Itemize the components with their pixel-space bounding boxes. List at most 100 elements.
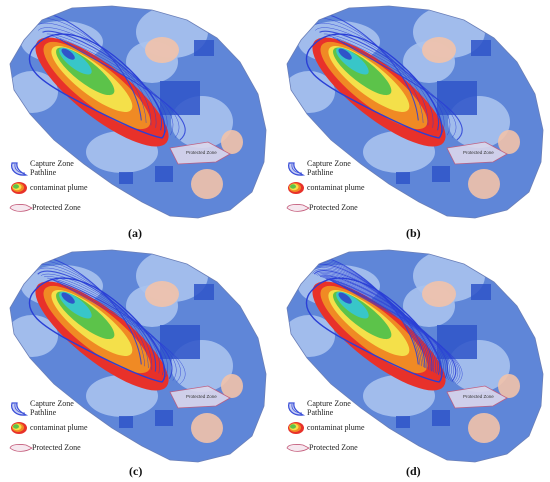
pathline [315, 271, 434, 373]
groundwater-map: Protected Zone [286, 5, 544, 219]
dark-block [396, 416, 410, 428]
plume-icon [11, 182, 27, 194]
pathline [317, 273, 436, 374]
dark-block [432, 166, 450, 182]
pathline [326, 278, 448, 379]
pathline [332, 280, 456, 382]
capture-zone-icon [288, 402, 306, 416]
pathline [332, 37, 456, 138]
protected-zone-label: Protected Zone [309, 443, 358, 452]
contaminant-plume [35, 37, 169, 147]
capture-zone-icon [11, 402, 29, 416]
protected-zone-area [446, 385, 508, 409]
peach-patch [468, 413, 500, 443]
protected-zone-icon [9, 444, 33, 452]
dark-block [160, 325, 200, 359]
protected-zone-icon [9, 204, 33, 212]
plume-core [338, 48, 352, 60]
protected-zone-map-label: Protected Zone [186, 150, 217, 155]
dark-block [160, 81, 200, 115]
protected-zone-area [169, 385, 231, 409]
pathline-label: Pathline [307, 168, 334, 177]
panel-caption: (a) [128, 226, 142, 240]
capture-zone-icon [11, 162, 29, 176]
capture-zone-label: Capture Zone [307, 399, 351, 408]
protected-zone-label: Protected Zone [32, 443, 81, 452]
pathline-label: Pathline [30, 168, 57, 177]
pathline [59, 282, 186, 385]
pathline [313, 270, 433, 372]
map-panel-d: Protected Zone (d) [279, 246, 549, 481]
peach-patch [145, 37, 179, 63]
peach-patch [498, 130, 520, 154]
pathline [336, 38, 463, 141]
dark-block [432, 410, 450, 426]
pathline [314, 27, 434, 128]
pathline [327, 279, 450, 380]
capture-zone-label: Capture Zone [307, 159, 351, 168]
plume-label: contaminat plume [307, 423, 365, 432]
pathline [59, 38, 186, 141]
plume-core [338, 292, 352, 304]
dark-block [119, 416, 133, 428]
dark-block [396, 172, 410, 184]
dark-block [119, 172, 133, 184]
pathline-label: Pathline [307, 408, 334, 417]
peach-patch [145, 281, 179, 307]
groundwater-map: Protected Zone [9, 249, 267, 463]
panel-caption: (c) [129, 464, 143, 478]
peach-patch [498, 374, 520, 398]
legend-c: Capture Zone Pathline contaminat plume P… [8, 398, 128, 460]
map-panel-b: Protected Zone (b) [279, 2, 549, 240]
model-boundary [9, 249, 267, 463]
protected-zone-label: Protected Zone [32, 203, 81, 212]
capture-zone-outline [305, 277, 443, 383]
pathline [50, 278, 173, 380]
dark-block [155, 410, 173, 426]
pathline [51, 35, 174, 136]
protected-zone-area [446, 141, 508, 165]
pathline-label: Pathline [30, 408, 57, 417]
pathline [53, 280, 177, 381]
capture-zone-outline [28, 33, 166, 139]
model-boundary [9, 5, 267, 219]
protected-zone-label: Protected Zone [309, 203, 358, 212]
peach-patch [191, 413, 223, 443]
pathline [333, 281, 458, 383]
contaminant-plume [312, 37, 446, 147]
dark-block [437, 325, 477, 359]
pathline [328, 35, 451, 136]
pathline [55, 37, 179, 138]
pathline [42, 30, 163, 131]
pathline [335, 282, 461, 384]
dark-block [155, 166, 173, 182]
protected-zone-map-label: Protected Zone [463, 150, 494, 155]
dark-block [194, 40, 214, 56]
map-panel-c: Protected Zone (c) [2, 246, 272, 481]
dark-block [194, 284, 214, 300]
groundwater-map: Protected Zone [9, 5, 267, 219]
protected-zone-area [169, 141, 231, 165]
plume-icon [288, 422, 304, 434]
protected-zone-icon [286, 444, 310, 452]
capture-zone-icon [288, 162, 306, 176]
pathline [336, 282, 463, 385]
protected-zone-map-label: Protected Zone [186, 394, 217, 399]
capture-zone-outline [28, 277, 166, 383]
plume-label: contaminat plume [307, 183, 365, 192]
legend-d: Capture Zone Pathline contaminat plume P… [285, 398, 405, 460]
peach-patch [221, 130, 243, 154]
plume-core [61, 48, 75, 60]
groundwater-map: Protected Zone [286, 249, 544, 463]
legend-a: Capture Zone Pathline contaminat plume P… [8, 158, 128, 220]
contaminant-plume [312, 281, 446, 391]
map-field: Protected Zone [10, 250, 266, 462]
peach-patch [191, 169, 223, 199]
plume-label: contaminat plume [30, 423, 88, 432]
panel-caption: (b) [406, 226, 421, 240]
plume-icon [288, 182, 304, 194]
plume-label: contaminat plume [30, 183, 88, 192]
contaminant-plume [35, 281, 169, 391]
capture-zone-label: Capture Zone [30, 159, 74, 168]
pathline [37, 27, 157, 128]
